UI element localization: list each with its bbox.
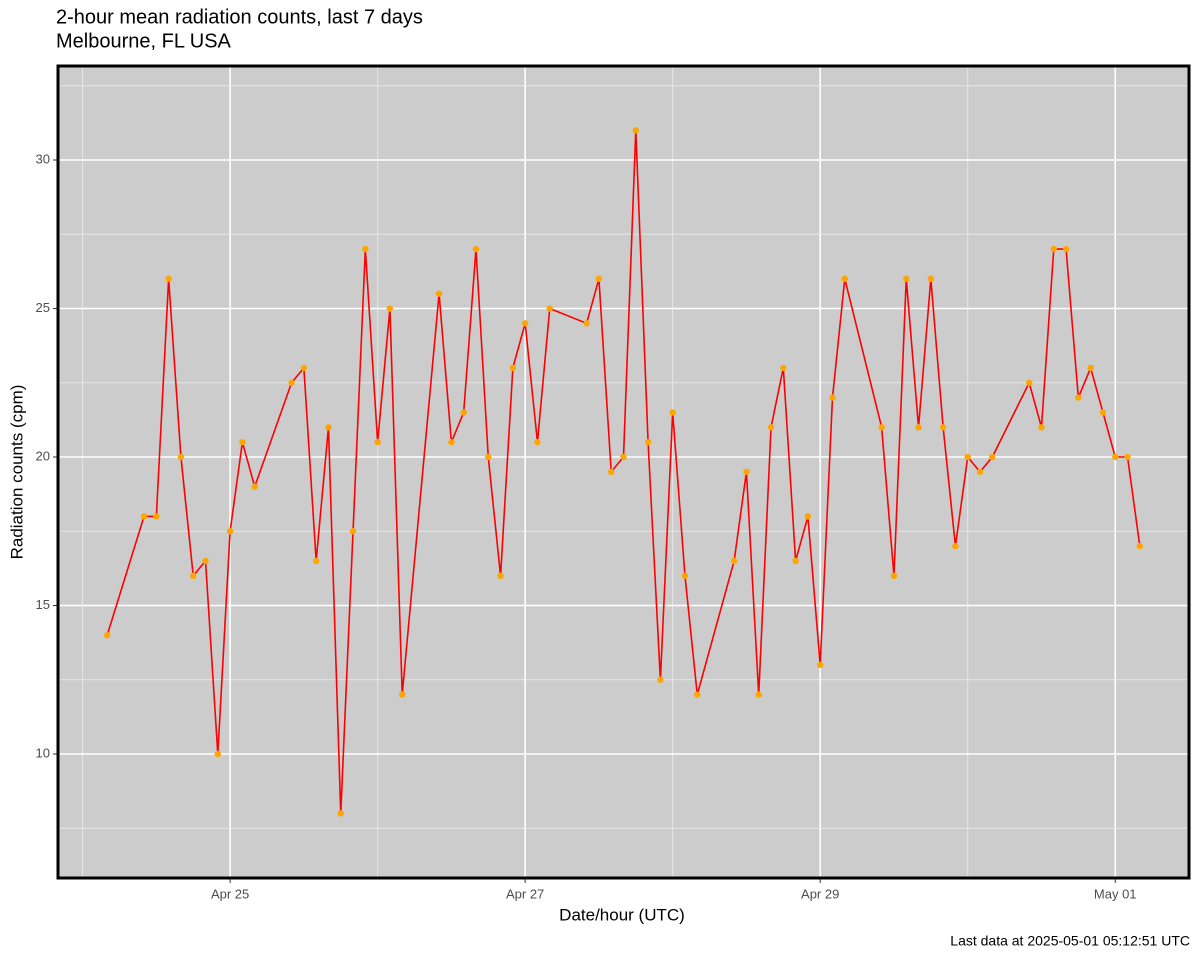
data-point: [755, 691, 762, 698]
x-tick-label: Apr 27: [506, 886, 544, 901]
chart-subtitle: Melbourne, FL USA: [56, 30, 232, 52]
data-point: [890, 572, 898, 580]
data-point: [300, 364, 308, 372]
data-point: [595, 275, 603, 283]
data-point: [976, 468, 984, 476]
data-point: [608, 468, 615, 476]
x-axis-label: Date/hour (UTC): [559, 905, 685, 924]
data-point: [767, 424, 775, 431]
data-point: [743, 468, 750, 476]
data-point: [681, 572, 689, 580]
data-point: [632, 127, 639, 134]
y-tick-label: 20: [36, 448, 50, 463]
data-point: [202, 557, 209, 565]
data-point: [989, 453, 996, 461]
data-point: [190, 572, 197, 580]
data-point: [583, 320, 590, 327]
data-point: [1038, 424, 1045, 431]
data-point: [1087, 364, 1094, 372]
data-point: [103, 632, 111, 639]
data-point: [939, 424, 947, 431]
data-point: [226, 528, 234, 535]
data-point: [792, 557, 799, 565]
data-point: [804, 513, 812, 520]
caption: Last data at 2025-05-01 05:12:51 UTC: [950, 933, 1190, 949]
data-point: [177, 453, 185, 461]
data-point: [1112, 453, 1119, 461]
data-point: [952, 542, 959, 550]
y-tick-label: 15: [36, 597, 50, 612]
y-tick-label: 10: [36, 745, 50, 760]
chart-title: 2-hour mean radiation counts, last 7 day…: [56, 6, 423, 28]
y-tick-label: 25: [36, 300, 50, 315]
data-point: [927, 275, 935, 283]
data-point: [386, 305, 394, 312]
plot-border: [56, 64, 1191, 880]
data-point: [460, 409, 467, 416]
data-point: [153, 513, 160, 520]
data-point: [780, 364, 787, 372]
data-point: [730, 557, 738, 565]
data-point: [140, 513, 148, 520]
data-point: [841, 275, 848, 283]
data-point: [534, 438, 541, 446]
x-tick-label: May 01: [1094, 886, 1137, 901]
data-point: [288, 379, 295, 386]
data-point: [435, 290, 443, 297]
data-point: [620, 453, 627, 461]
data-point: [165, 275, 172, 283]
data-point: [399, 691, 406, 698]
data-point: [374, 438, 381, 446]
data-point: [312, 557, 320, 565]
data-point: [915, 424, 922, 431]
data-point: [1075, 394, 1082, 401]
data-point: [644, 438, 652, 446]
data-point: [239, 438, 246, 446]
data-point: [214, 750, 222, 758]
y-tick-label: 30: [36, 151, 50, 166]
data-point: [497, 572, 504, 580]
data-point: [816, 661, 824, 669]
x-tick-label: Apr 25: [211, 886, 249, 901]
data-point: [362, 245, 369, 253]
data-point: [1062, 245, 1070, 253]
data-point: [546, 305, 553, 312]
x-tick-label: Apr 29: [801, 886, 839, 901]
data-point: [337, 810, 344, 817]
data-point: [878, 424, 885, 431]
data-point: [251, 483, 258, 490]
data-point: [509, 364, 517, 372]
data-point: [1124, 453, 1131, 461]
data-point: [325, 424, 332, 431]
data-point: [349, 528, 357, 535]
data-point: [521, 320, 529, 327]
data-point: [657, 676, 664, 683]
data-point: [964, 453, 971, 461]
data-point: [1136, 542, 1144, 550]
data-point: [694, 691, 701, 698]
y-axis-label: Radiation counts (cpm): [7, 385, 26, 560]
data-point: [1099, 409, 1107, 416]
data-point: [829, 394, 836, 401]
data-point: [485, 453, 492, 461]
data-point: [669, 409, 676, 416]
data-point: [472, 245, 480, 253]
data-point: [1050, 245, 1057, 253]
data-point: [903, 275, 910, 283]
data-point: [1025, 379, 1033, 386]
plot-panel: [58, 66, 1189, 878]
data-point: [448, 438, 455, 446]
